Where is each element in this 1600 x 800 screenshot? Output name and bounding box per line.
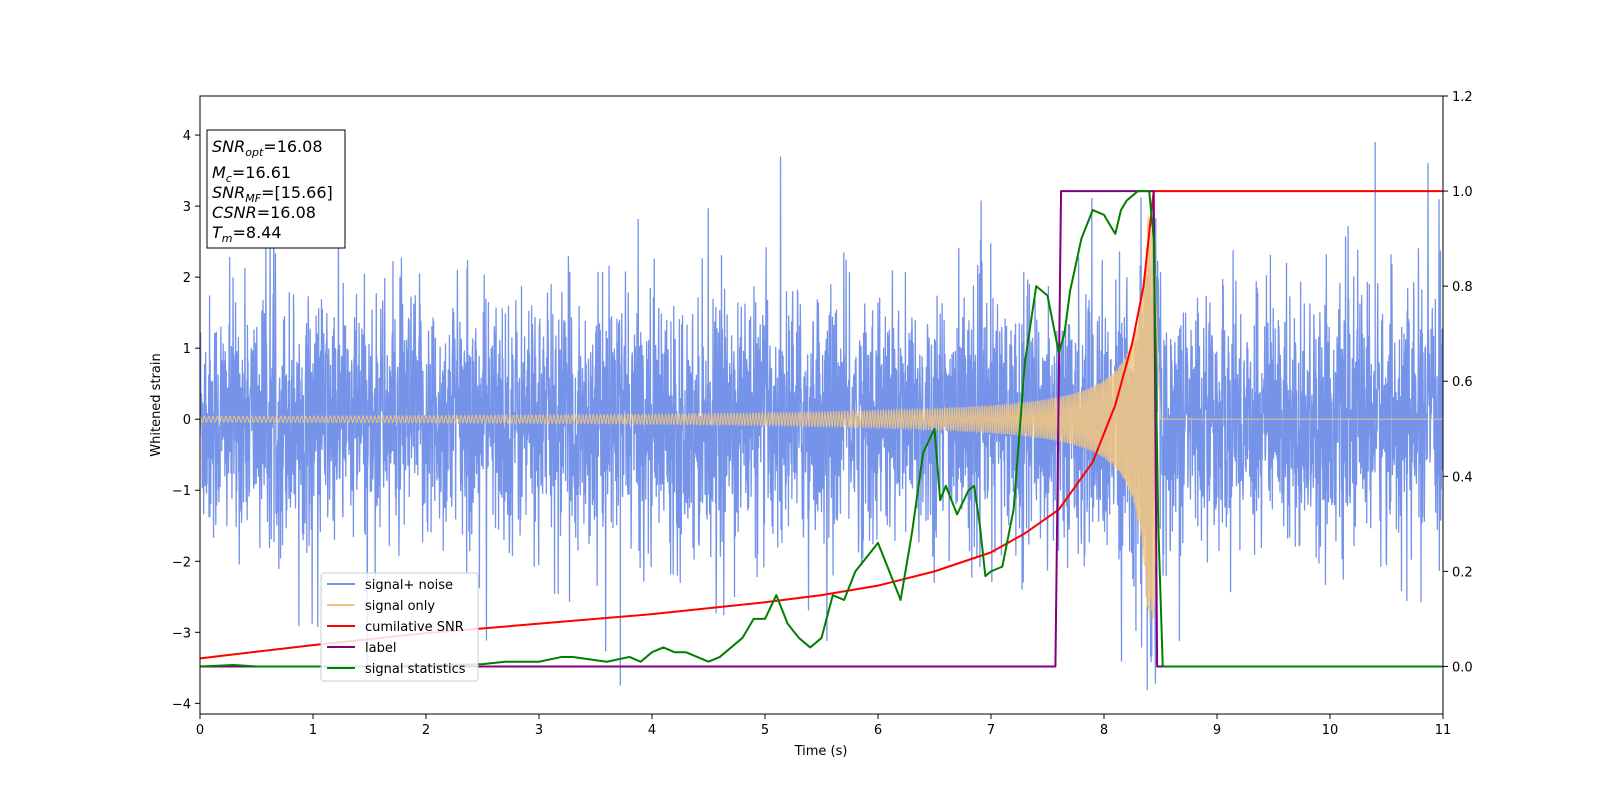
y-tick-label-left: −1 bbox=[172, 484, 191, 499]
y-tick-label-left: −3 bbox=[172, 626, 191, 641]
series-signal-noise bbox=[200, 142, 1443, 691]
y-tick-label-left: 2 bbox=[183, 271, 191, 286]
legend-label-signal-noise: signal+ noise bbox=[365, 578, 453, 593]
plot-frame bbox=[199, 95, 1444, 715]
x-tick-label: 9 bbox=[1213, 723, 1221, 738]
x-tick-label: 11 bbox=[1435, 723, 1452, 738]
x-tick-label: 5 bbox=[761, 723, 769, 738]
annotation-snr-opt: SNRopt=16.08 bbox=[212, 137, 323, 159]
line-signal-statistics bbox=[200, 190, 1443, 668]
y-tick-label-right: 0.2 bbox=[1452, 565, 1473, 580]
y-tick-label-left: −4 bbox=[172, 697, 191, 712]
legend-label-cumulative-snr: cumilative SNR bbox=[365, 620, 464, 635]
x-tick-label: 1 bbox=[309, 723, 317, 738]
y-tick-label-right: 0.6 bbox=[1452, 375, 1473, 390]
x-axis-label: Time (s) bbox=[794, 744, 848, 759]
x-tick-label: 0 bbox=[196, 723, 204, 738]
y-tick-label-right: 0.8 bbox=[1452, 280, 1473, 295]
legend-label-signal-statistics: signal statistics bbox=[365, 662, 466, 677]
x-tick-label: 10 bbox=[1322, 723, 1339, 738]
y-tick-label-left: 4 bbox=[183, 129, 191, 144]
y-tick-label-right: 0.4 bbox=[1452, 470, 1473, 485]
legend-label-label: label bbox=[365, 641, 396, 656]
line-signal-only bbox=[200, 215, 1443, 623]
legend: signal+ noise signal only cumilative SNR… bbox=[320, 572, 479, 682]
annotation-mc: Mc=16.61 bbox=[212, 163, 291, 185]
annotation-box: SNRopt=16.08 Mc=16.61 SNRMF=[15.66] CSNR… bbox=[206, 129, 346, 249]
series-signal-only bbox=[200, 215, 1443, 623]
y-tick-label-left: 1 bbox=[183, 342, 191, 357]
y-axis-label: Whitened strain bbox=[149, 353, 164, 456]
annotation-tm: Tm=8.44 bbox=[212, 223, 282, 245]
x-tick-label: 7 bbox=[987, 723, 995, 738]
y-tick-label-right: 0.0 bbox=[1452, 660, 1473, 675]
x-tick-label: 4 bbox=[648, 723, 656, 738]
x-tick-label: 8 bbox=[1100, 723, 1108, 738]
annotation-csnr: CSNR=16.08 bbox=[212, 203, 316, 222]
annotation-snr-mf: SNRMF=[15.66] bbox=[212, 183, 333, 205]
y-tick-label-left: 0 bbox=[183, 413, 191, 428]
y-tick-label-left: −2 bbox=[172, 555, 191, 570]
y-tick-label-right: 1.2 bbox=[1452, 90, 1473, 105]
x-tick-label: 6 bbox=[874, 723, 882, 738]
legend-label-signal-only: signal only bbox=[365, 599, 435, 614]
line-cumulative-snr bbox=[200, 190, 1443, 660]
x-tick-label: 2 bbox=[422, 723, 430, 738]
y-tick-label-left: 3 bbox=[183, 200, 191, 215]
y-tick-label-right: 1.0 bbox=[1452, 185, 1473, 200]
x-tick-label: 3 bbox=[535, 723, 543, 738]
line-signal-noise bbox=[200, 142, 1443, 691]
